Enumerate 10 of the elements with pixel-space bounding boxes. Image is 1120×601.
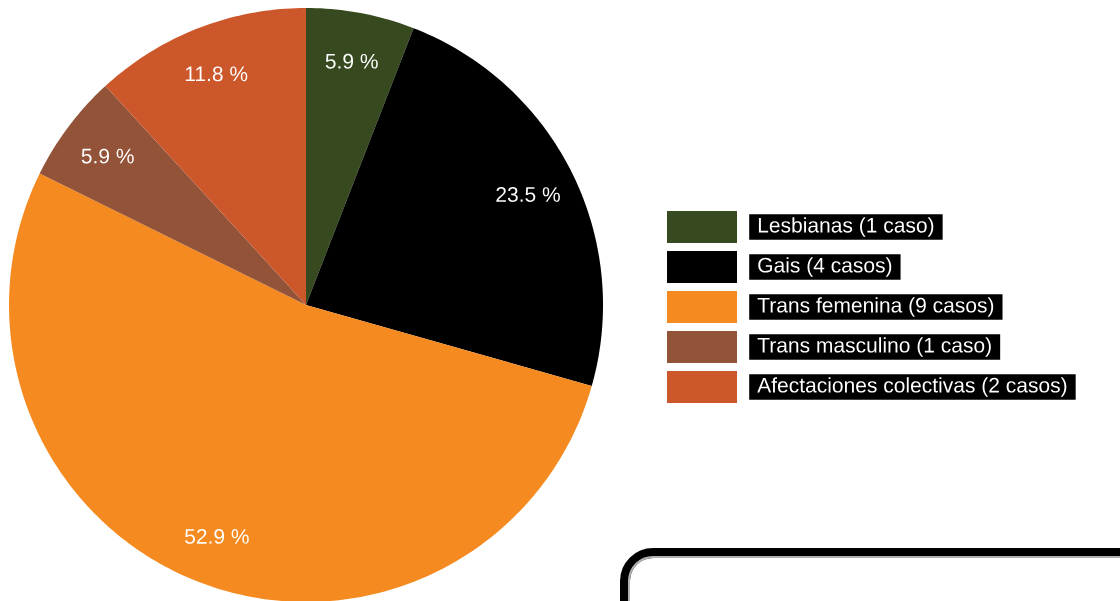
legend-label: Afectaciones colectivas (2 casos) [757,377,1067,397]
legend-label: Trans femenina (9 casos) [757,297,994,317]
data-label: 5.9 % [81,148,134,164]
data-label: 5.9 % [325,53,378,69]
data-label: 23.5 % [496,187,560,202]
data-label: 52.9 % [185,528,249,544]
legend-label: Gais (4 casos) [758,257,892,277]
data-label: 11.8 % [185,66,248,82]
legend-label: Trans masculino (1 caso) [757,337,991,357]
legend-label: Lesbianas (1 caso) [758,217,934,237]
